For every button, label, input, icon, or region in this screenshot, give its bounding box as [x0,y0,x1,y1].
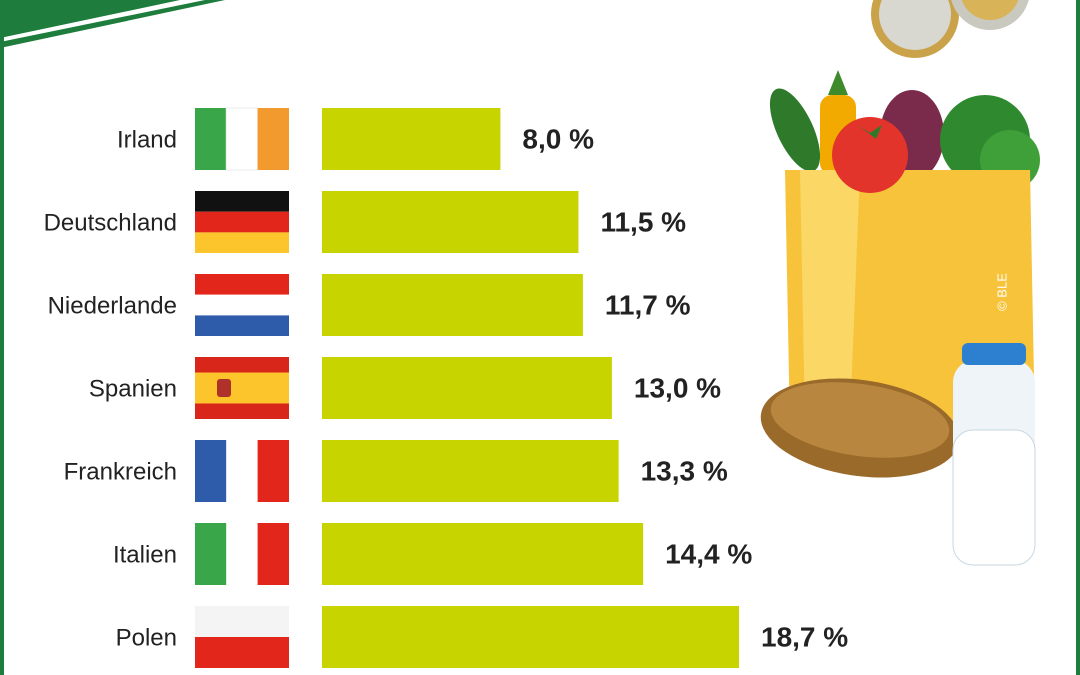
value-label: 11,5 % [600,206,686,237]
value-label: 13,3 % [641,455,728,486]
category-label: Frankreich [64,458,177,485]
value-label: 11,7 % [605,289,691,320]
value-label: 18,7 % [761,621,848,652]
bar [322,357,612,419]
value-label: 14,4 % [665,538,752,569]
value-label: 8,0 % [522,123,594,154]
category-label: Italien [113,541,177,568]
bar [322,440,619,502]
category-label: Niederlande [48,292,177,319]
category-label: Irland [117,126,177,153]
bar [322,606,740,668]
flags [195,107,289,668]
banner-stripe [0,0,205,42]
border [1076,0,1080,675]
value-label: 13,0 % [634,372,721,403]
category-label: Spanien [89,375,177,402]
grocery-illustration [760,70,1040,566]
bar [322,191,579,253]
border [0,0,4,675]
banner [0,0,225,48]
bar [322,523,644,585]
coins [871,0,1029,58]
bar [322,274,583,336]
bar [322,108,501,170]
category-label: Deutschland [44,209,177,236]
copyright: © BLE [994,273,1009,311]
category-label: Polen [116,624,177,651]
